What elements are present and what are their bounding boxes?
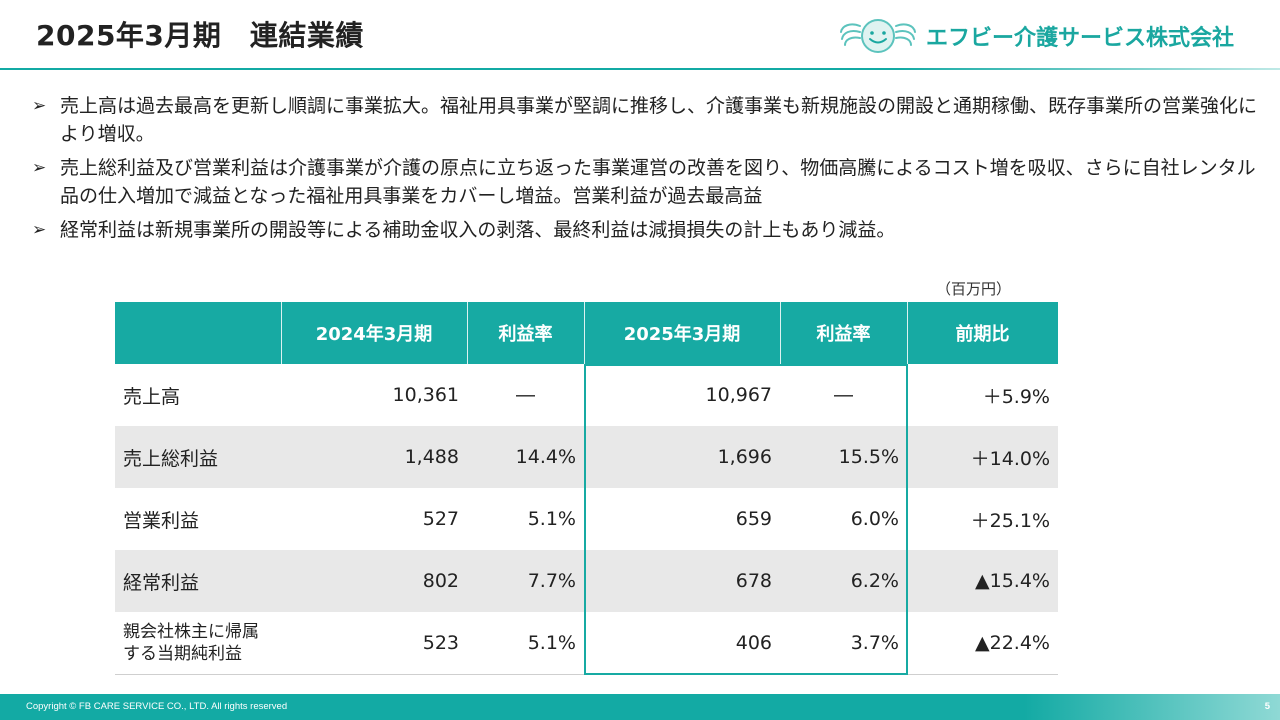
row-label: 売上高 bbox=[123, 385, 181, 408]
margin-2025: 6.0% bbox=[850, 508, 899, 530]
header-yoy: 前期比 bbox=[955, 324, 1010, 345]
row-label: 親会社株主に帰属 する当期純利益 bbox=[115, 612, 281, 674]
header-separator bbox=[907, 302, 908, 364]
table-row: 営業利益 527 5.1% 659 6.0% ＋25.1% bbox=[115, 488, 1058, 550]
table-row: 経常利益 802 7.7% 678 6.2% ▲15.4% bbox=[115, 550, 1058, 612]
header-fy2024: 2024年3月期 bbox=[315, 324, 433, 345]
header-margin-2024: 利益率 bbox=[498, 324, 553, 345]
bullet-item: ➢ 経常利益は新規事業所の開設等による補助金収入の剥落、最終利益は減損損失の計上… bbox=[32, 216, 1262, 244]
table-row: 売上総利益 1,488 14.4% 1,696 15.5% ＋14.0% bbox=[115, 426, 1058, 488]
bullet-item: ➢ 売上高は過去最高を更新し順調に事業拡大。福祉用具事業が堅調に推移し、介護事業… bbox=[32, 92, 1262, 148]
value-2025: 678 bbox=[735, 570, 772, 592]
arrow-bullet-icon: ➢ bbox=[32, 96, 47, 116]
value-2025: 1,696 bbox=[717, 446, 772, 468]
value-2024: 1,488 bbox=[404, 446, 459, 468]
margin-2025: 3.7% bbox=[850, 632, 899, 654]
value-2024: 527 bbox=[422, 508, 459, 530]
margin-2024: ― bbox=[516, 384, 535, 406]
summary-bullets: ➢ 売上高は過去最高を更新し順調に事業拡大。福祉用具事業が堅調に推移し、介護事業… bbox=[32, 92, 1262, 250]
bullet-item: ➢ 売上総利益及び営業利益は介護事業が介護の原点に立ち返った事業運営の改善を図り… bbox=[32, 154, 1262, 210]
yoy-change: ＋25.1% bbox=[970, 509, 1050, 532]
value-2024: 10,361 bbox=[392, 384, 459, 406]
bullet-text: 売上総利益及び営業利益は介護事業が介護の原点に立ち返った事業運営の改善を図り、物… bbox=[60, 157, 1256, 207]
value-2024: 523 bbox=[422, 632, 459, 654]
value-2025: 406 bbox=[735, 632, 772, 654]
header-separator bbox=[467, 302, 468, 364]
footer-bar: Copyright © FB CARE SERVICE CO., LTD. Al… bbox=[0, 694, 1280, 720]
copyright-text: Copyright © FB CARE SERVICE CO., LTD. Al… bbox=[26, 701, 288, 712]
row-label-line: 親会社株主に帰属 bbox=[123, 622, 259, 642]
margin-2025: ― bbox=[834, 384, 853, 406]
margin-2024: 5.1% bbox=[527, 632, 576, 654]
page-number: 5 bbox=[1264, 701, 1270, 712]
bullet-text: 経常利益は新規事業所の開設等による補助金収入の剥落、最終利益は減損損失の計上もあ… bbox=[60, 219, 896, 241]
unit-label: （百万円） bbox=[936, 280, 1012, 298]
yoy-change: ＋14.0% bbox=[970, 447, 1050, 470]
margin-2024: 14.4% bbox=[515, 446, 576, 468]
yoy-change: ▲15.4% bbox=[975, 570, 1050, 592]
table-bottom-border bbox=[115, 674, 1058, 675]
margin-2025: 6.2% bbox=[850, 570, 899, 592]
yoy-change: ▲22.4% bbox=[975, 632, 1050, 654]
value-2024: 802 bbox=[422, 570, 459, 592]
header-separator bbox=[281, 302, 282, 364]
row-label: 営業利益 bbox=[123, 509, 200, 532]
row-label: 経常利益 bbox=[123, 571, 200, 594]
row-label: 売上総利益 bbox=[123, 447, 219, 470]
arrow-bullet-icon: ➢ bbox=[32, 220, 47, 240]
header-separator bbox=[780, 302, 781, 364]
table-row: 売上高 10,361 ― 10,967 ― ＋5.9% bbox=[115, 364, 1058, 426]
header-margin-2025: 利益率 bbox=[816, 324, 871, 345]
margin-2024: 7.7% bbox=[527, 570, 576, 592]
company-name: エフビー介護サービス株式会社 bbox=[926, 26, 1235, 51]
company-logo: エフビー介護サービス株式会社 bbox=[838, 14, 1258, 58]
page-title: 2025年3月期 連結業績 bbox=[36, 19, 364, 52]
value-2025: 10,967 bbox=[705, 384, 772, 406]
bullet-text: 売上高は過去最高を更新し順調に事業拡大。福祉用具事業が堅調に推移し、介護事業も新… bbox=[60, 95, 1258, 145]
table-row: 親会社株主に帰属 する当期純利益 523 5.1% 406 3.7% ▲22.4… bbox=[115, 612, 1058, 674]
arrow-bullet-icon: ➢ bbox=[32, 158, 47, 178]
value-2025: 659 bbox=[735, 508, 772, 530]
smiling-face-with-wings-icon bbox=[840, 19, 916, 53]
header-separator bbox=[584, 302, 585, 364]
table-header-row: 2024年3月期 利益率 2025年3月期 利益率 前期比 bbox=[115, 302, 1058, 364]
margin-2024: 5.1% bbox=[527, 508, 576, 530]
row-label-line: する当期純利益 bbox=[123, 644, 242, 664]
header-divider bbox=[0, 68, 1280, 70]
yoy-change: ＋5.9% bbox=[982, 385, 1050, 408]
header-fy2025: 2025年3月期 bbox=[623, 324, 741, 345]
margin-2025: 15.5% bbox=[838, 446, 899, 468]
